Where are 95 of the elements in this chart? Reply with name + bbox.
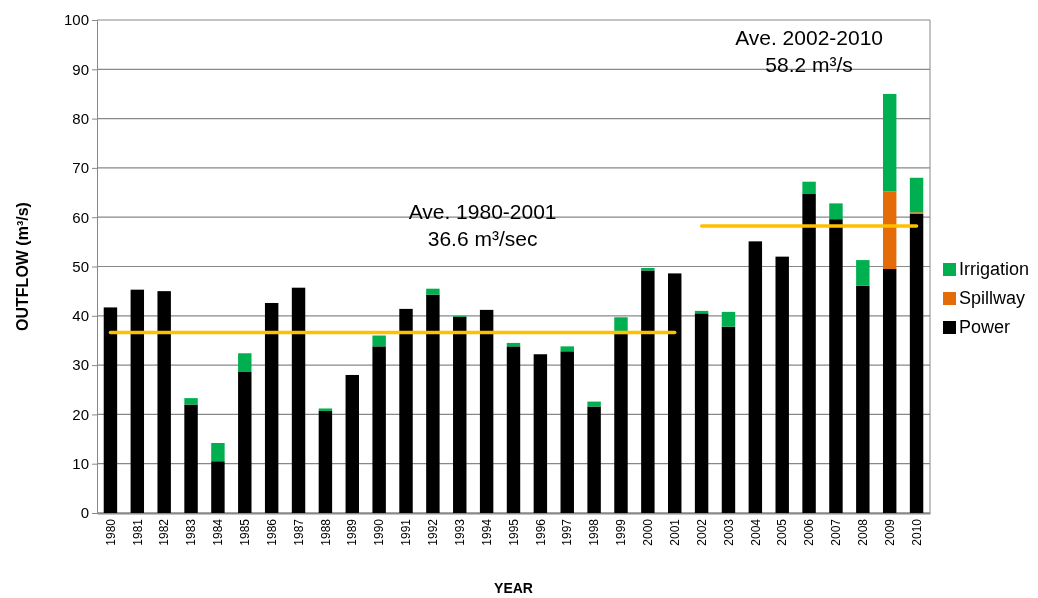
legend-label: Spillway <box>959 288 1026 308</box>
bar <box>211 442 225 462</box>
bar <box>560 346 574 352</box>
bar <box>372 346 386 513</box>
x-tick-label: 1986 <box>264 518 279 546</box>
x-tick-label: 1992 <box>426 518 441 546</box>
bar <box>882 268 897 513</box>
x-tick-label: 2010 <box>909 518 924 546</box>
annotation: Ave. 1980-2001 36.6 m³/sec <box>408 199 557 250</box>
bar <box>399 308 413 513</box>
bar <box>775 256 789 513</box>
y-tick-label: 100 <box>63 11 89 29</box>
bar <box>721 326 736 513</box>
bar <box>184 404 198 513</box>
bar <box>587 401 601 407</box>
bar <box>211 461 225 513</box>
bar <box>614 334 628 513</box>
y-tick-label: 60 <box>72 208 89 226</box>
annotation: Ave. 2002-2010 58.2 m³/s <box>735 25 884 76</box>
x-tick-label: 1984 <box>211 518 226 546</box>
bar <box>909 177 924 213</box>
x-tick-label: 1998 <box>587 518 602 546</box>
y-tick-label: 50 <box>72 257 89 275</box>
bar <box>694 313 709 513</box>
bar <box>802 194 816 513</box>
bar <box>829 203 843 220</box>
bar <box>479 309 494 513</box>
x-tick-label: 2007 <box>829 518 844 546</box>
bar <box>238 372 252 513</box>
bar <box>587 406 601 513</box>
x-tick-label: 1993 <box>452 518 467 546</box>
x-tick-label: 2001 <box>667 518 682 546</box>
bar <box>533 354 548 513</box>
x-tick-label: 2003 <box>721 518 736 546</box>
x-tick-label: 1981 <box>130 518 145 546</box>
x-tick-label: 1989 <box>345 518 360 546</box>
x-tick-label: 1982 <box>157 518 172 546</box>
x-tick-label: 2002 <box>694 518 709 546</box>
x-tick-label: 1991 <box>399 518 414 546</box>
bar <box>882 191 897 269</box>
bar <box>426 288 440 295</box>
bar <box>909 213 924 513</box>
bar <box>130 289 145 513</box>
bar <box>264 302 279 513</box>
bar <box>721 311 736 327</box>
y-tick-label: 30 <box>72 356 89 374</box>
bar <box>426 294 440 513</box>
bar <box>856 260 870 286</box>
bar <box>345 374 359 513</box>
bar <box>184 398 198 405</box>
bar <box>103 307 118 513</box>
x-tick-label: 1994 <box>479 518 494 546</box>
x-axis-title: YEAR <box>494 580 533 596</box>
legend-label: Power <box>959 317 1011 337</box>
bar <box>318 410 333 513</box>
legend-label: Irrigation <box>959 259 1030 279</box>
bar <box>856 285 870 513</box>
bar <box>560 351 574 513</box>
y-tick-label: 70 <box>72 159 89 177</box>
bar <box>641 270 655 513</box>
bar <box>372 335 386 347</box>
x-tick-label: 2004 <box>748 518 763 546</box>
bar <box>453 316 467 513</box>
y-tick-label: 80 <box>72 109 89 127</box>
x-tick-label: 1983 <box>184 518 199 546</box>
bar <box>748 241 763 513</box>
x-tick-label: 1999 <box>614 518 629 546</box>
bar <box>829 219 843 513</box>
bar <box>318 408 333 411</box>
y-tick-label: 20 <box>72 405 89 423</box>
x-tick-label: 1990 <box>372 518 387 546</box>
y-axis-title: OUTFLOW (m³/s) <box>14 202 31 331</box>
x-tick-label: 2008 <box>856 518 871 546</box>
x-tick-label: 2009 <box>882 518 897 546</box>
bar <box>506 346 521 513</box>
x-tick-label: 1987 <box>291 518 306 546</box>
x-tick-label: 1996 <box>533 518 548 546</box>
x-tick-label: 1985 <box>237 518 252 546</box>
x-tick-label: 1997 <box>560 518 575 546</box>
x-tick-label: 2000 <box>641 518 656 546</box>
x-tick-label: 2005 <box>775 518 790 546</box>
y-tick-label: 10 <box>72 455 89 472</box>
y-tick-label: 90 <box>72 60 89 78</box>
bar <box>802 181 816 195</box>
bar <box>882 93 897 192</box>
x-tick-label: 1995 <box>506 518 521 546</box>
y-tick-label: 0 <box>80 504 89 522</box>
x-tick-label: 2006 <box>802 518 817 546</box>
bar <box>238 353 252 372</box>
bar <box>668 273 682 513</box>
y-tick-label: 40 <box>72 307 89 325</box>
bar <box>291 287 306 513</box>
bar <box>157 291 171 513</box>
x-tick-label: 1980 <box>103 518 118 546</box>
x-tick-label: 1988 <box>318 518 333 546</box>
